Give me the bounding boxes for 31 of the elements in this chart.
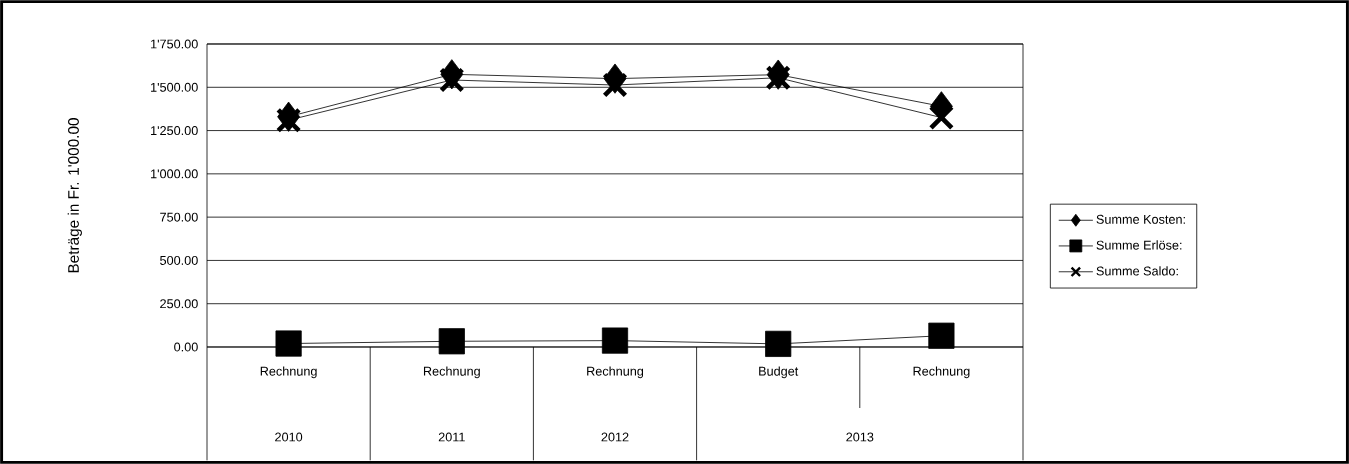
text: 2013 xyxy=(846,432,874,442)
x-tick-label: Rechnung xyxy=(423,366,480,379)
point xyxy=(928,104,955,131)
point xyxy=(602,72,628,98)
text: 2012 xyxy=(601,432,629,442)
y-tick-label: 0.00 xyxy=(174,342,198,352)
point xyxy=(765,65,791,91)
y-tick-label: 750.00 xyxy=(160,212,198,222)
point xyxy=(438,328,465,355)
x-tick-label: Budget xyxy=(759,366,799,379)
y-tick-label: 250.00 xyxy=(160,299,198,309)
y-tick-label: 1'750.00 xyxy=(151,39,198,49)
y-tick-label: 1'500.00 xyxy=(151,82,198,92)
point xyxy=(765,330,792,357)
legend-label: Summe Erlöse: xyxy=(1096,240,1182,250)
y-tick-label: 500.00 xyxy=(160,255,198,265)
y-axis-title: Beträge in Fr. 1'000.00 xyxy=(67,118,82,273)
point xyxy=(439,67,465,93)
x-tick-label: Rechnung xyxy=(913,366,970,379)
point xyxy=(601,327,629,354)
x-tick-label: Rechnung xyxy=(587,366,644,379)
x-tick-label: Rechnung xyxy=(260,366,317,379)
legend-label: Summe Kosten: xyxy=(1096,214,1185,224)
point xyxy=(275,330,302,357)
y-tick-label: 1'000.00 xyxy=(151,169,198,179)
legend-label: Summe Saldo: xyxy=(1096,266,1178,276)
text: 2011 xyxy=(438,432,465,442)
point xyxy=(928,322,955,349)
point xyxy=(275,107,302,133)
text: 2010 xyxy=(275,432,303,442)
y-tick-label: 1'250.00 xyxy=(151,126,198,136)
